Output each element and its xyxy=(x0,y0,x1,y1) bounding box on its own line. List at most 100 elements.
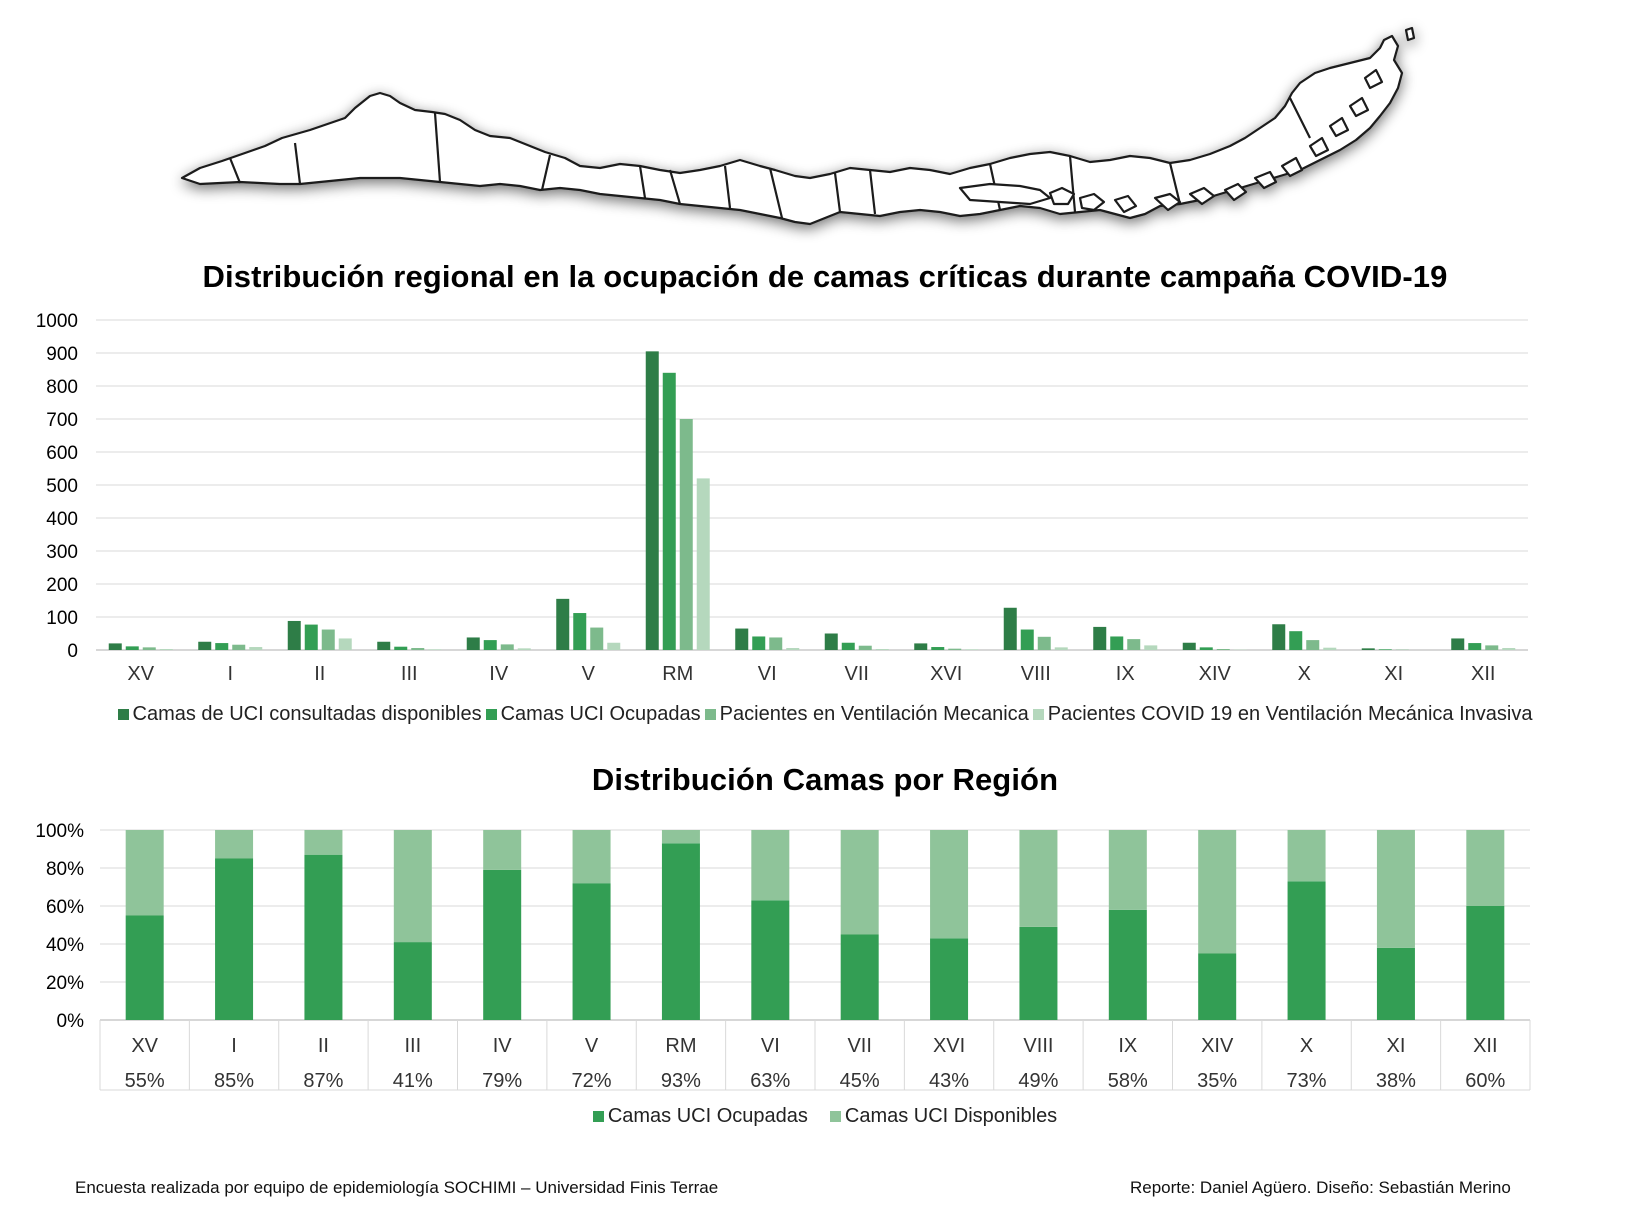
occupancy-percent-label: 79% xyxy=(482,1070,522,1092)
bar-V-series-4 xyxy=(607,642,621,650)
bar-V-series-2 xyxy=(573,613,587,650)
bar-VII-series-2 xyxy=(841,642,855,650)
bar-XIV-series-1 xyxy=(1182,642,1196,650)
legend-swatch-occupied xyxy=(592,1111,604,1122)
x-tick-label: XVI xyxy=(930,663,962,685)
bar-XII-series-3 xyxy=(1485,645,1499,650)
stacked-bar-III-occupied xyxy=(393,942,432,1020)
stacked-bar-XI-occupied xyxy=(1376,947,1415,1020)
x-tick-label: VII xyxy=(847,1035,871,1057)
bar-VII-series-3 xyxy=(858,645,872,650)
x-tick-label: XV xyxy=(131,1035,158,1057)
legend-label-1: Camas de UCI consultadas disponibles xyxy=(132,703,482,725)
stacked-bar-XIV-occupied xyxy=(1198,953,1237,1020)
stacked-bar-V-occupied xyxy=(572,883,611,1020)
bar-RM-series-2 xyxy=(662,372,676,650)
legend-item-occupied: Camas UCI Ocupadas xyxy=(592,1105,808,1128)
x-tick-label: I xyxy=(231,1035,237,1057)
y-tick-label: 20% xyxy=(46,973,84,994)
y-tick-label: 900 xyxy=(46,344,78,365)
y-tick-label: 40% xyxy=(46,935,84,956)
x-tick-label: XI xyxy=(1384,663,1403,685)
x-tick-label: IV xyxy=(489,663,509,685)
bar-I-series-3 xyxy=(232,644,246,650)
x-tick-label: V xyxy=(585,1035,599,1057)
bar-III-series-1 xyxy=(377,641,391,650)
bar-XII-series-1 xyxy=(1451,638,1465,650)
x-tick-label: X xyxy=(1300,1035,1313,1057)
x-tick-label: IX xyxy=(1116,663,1135,685)
x-tick-label: VI xyxy=(758,663,777,685)
stacked-bar-II-occupied xyxy=(304,854,343,1020)
y-tick-label: 100 xyxy=(46,608,78,629)
bar-III-series-2 xyxy=(394,646,408,650)
x-tick-label: XV xyxy=(127,663,154,685)
footer-source: Encuesta realizada por equipo de epidemi… xyxy=(75,1178,719,1197)
occupancy-percent-label: 73% xyxy=(1287,1070,1327,1092)
legend-item-series-3: Pacientes en Ventilación Mecanica xyxy=(704,703,1029,726)
bar-XII-series-4 xyxy=(1502,648,1516,650)
legend-label-available: Camas UCI Disponibles xyxy=(844,1105,1058,1127)
y-tick-label: 100% xyxy=(35,821,84,842)
chart-1-title: Distribución regional en la ocupación de… xyxy=(202,259,1448,294)
bar-X-series-4 xyxy=(1323,647,1337,650)
occupancy-percent-label: 87% xyxy=(303,1070,343,1092)
bar-I-series-1 xyxy=(198,641,212,650)
occupancy-percent-label: 38% xyxy=(1376,1070,1416,1092)
y-tick-label: 800 xyxy=(46,377,78,398)
occupancy-percent-label: 58% xyxy=(1108,1070,1148,1092)
x-tick-label: II xyxy=(314,663,325,685)
x-tick-label: XII xyxy=(1473,1035,1497,1057)
bar-IV-series-4 xyxy=(517,648,531,650)
bar-X-series-3 xyxy=(1306,640,1320,650)
stacked-bar-XV-available xyxy=(125,830,164,916)
y-tick-label: 500 xyxy=(46,476,78,497)
chart-2-legend: Camas UCI Ocupadas Camas UCI Disponibles xyxy=(0,1105,1650,1128)
bar-XIV-series-2 xyxy=(1199,647,1213,650)
bar-I-series-2 xyxy=(215,643,229,650)
stacked-bar-IX-available xyxy=(1108,830,1147,910)
stacked-bar-VII-occupied xyxy=(840,934,879,1020)
x-tick-label: RM xyxy=(662,663,693,685)
stacked-bar-XV-occupied xyxy=(125,915,164,1020)
x-tick-label: RM xyxy=(665,1035,696,1057)
legend-swatch-3 xyxy=(704,709,716,720)
y-tick-label: 700 xyxy=(46,410,78,431)
x-tick-label: VI xyxy=(761,1035,780,1057)
stacked-bar-I-occupied xyxy=(215,858,254,1020)
bar-IX-series-3 xyxy=(1127,639,1141,650)
y-tick-label: 0 xyxy=(67,641,78,662)
x-tick-label: III xyxy=(401,663,418,685)
occupancy-percent-label: 85% xyxy=(214,1070,254,1092)
stacked-bar-X-occupied xyxy=(1287,881,1326,1020)
bar-VI-series-1 xyxy=(735,628,749,650)
occupancy-percent-label: 41% xyxy=(393,1070,433,1092)
bar-IX-series-1 xyxy=(1093,626,1107,650)
x-tick-label: VIII xyxy=(1021,663,1051,685)
occupancy-percent-label: 55% xyxy=(125,1070,165,1092)
legend-item-series-1: Camas de UCI consultadas disponibles xyxy=(117,703,482,726)
stacked-bar-IV-occupied xyxy=(483,869,522,1020)
bar-XI-series-2 xyxy=(1378,649,1392,650)
bar-II-series-3 xyxy=(321,629,335,650)
chart-1-bars: 0 100 200 300 400 500 600 700 800 900 1000 XV I II III… xyxy=(0,300,1650,700)
bar-RM-series-4 xyxy=(696,478,710,650)
x-tick-label: II xyxy=(318,1035,329,1057)
legend-label-2: Camas UCI Ocupadas xyxy=(500,703,701,725)
bar-II-series-1 xyxy=(287,620,301,650)
stacked-bar-VI-occupied xyxy=(751,900,790,1020)
stacked-bar-RM-occupied xyxy=(661,843,700,1020)
y-tick-label: 400 xyxy=(46,509,78,530)
bar-VII-series-1 xyxy=(824,633,838,650)
legend-item-available: Camas UCI Disponibles xyxy=(829,1105,1058,1128)
bar-IV-series-1 xyxy=(466,637,480,650)
occupancy-percent-label: 43% xyxy=(929,1070,969,1092)
bar-VI-series-3 xyxy=(769,637,783,650)
stacked-bar-V-available xyxy=(572,830,611,884)
stacked-bar-XII-available xyxy=(1466,830,1505,906)
occupancy-percent-label: 49% xyxy=(1018,1070,1058,1092)
y-tick-label: 200 xyxy=(46,575,78,596)
y-tick-label: 600 xyxy=(46,443,78,464)
stacked-bar-III-available xyxy=(393,830,432,943)
bar-III-series-4 xyxy=(428,649,442,650)
